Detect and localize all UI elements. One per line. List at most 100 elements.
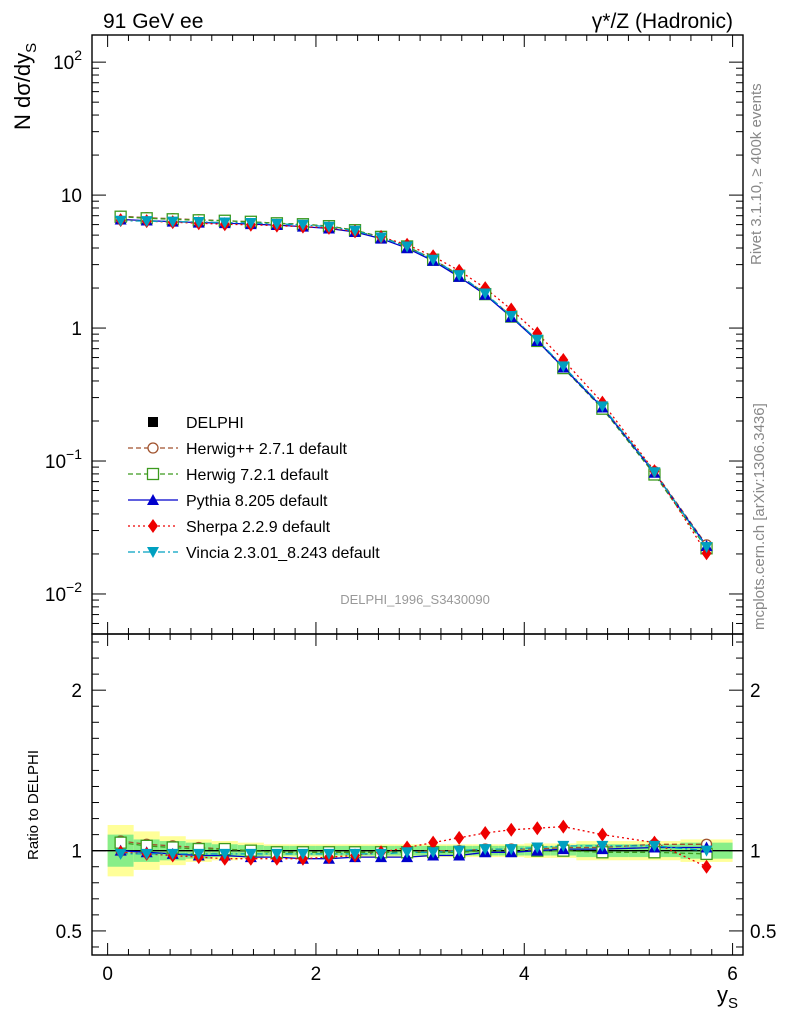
series-marker-ratio: [427, 847, 440, 859]
legend-label-3: Sherpa 2.2.9 default: [186, 519, 331, 536]
series-marker-ratio: [140, 848, 153, 860]
y-tick-label-base: 10: [53, 53, 74, 74]
legend-marker-0: [147, 442, 159, 454]
y-tick-label-base: 10: [45, 452, 66, 473]
y-axis-label: N dσ/dyS: [10, 43, 40, 130]
legend-marker-4: [147, 547, 159, 558]
series-marker-ratio: [531, 842, 544, 854]
series-marker-ratio: [270, 848, 283, 860]
series-marker-main: [531, 334, 544, 346]
series-marker-main: [700, 542, 713, 554]
series-marker-ratio: [701, 859, 712, 874]
ratio-tick-label-right: 1: [750, 842, 761, 863]
series-marker-ratio: [401, 847, 414, 859]
legend-marker-1: [146, 467, 160, 481]
series-marker-ratio: [480, 826, 491, 841]
x-axis-label-main: y: [717, 982, 728, 1007]
series-marker-ratio: [648, 840, 661, 852]
y-tick-label: 10: [61, 186, 82, 207]
series-marker-main: [557, 361, 570, 373]
axis-ticks: [92, 35, 743, 955]
y-tick-label-exp: −2: [66, 579, 82, 595]
series-marker-ratio: [453, 845, 466, 857]
series-marker-main: [296, 219, 309, 231]
series-marker-ratio: [166, 848, 179, 860]
series-marker-ratio: [597, 827, 608, 842]
series-marker-ratio: [114, 848, 127, 860]
series-marker-ratio: [505, 844, 518, 856]
series-marker-ratio: [244, 848, 257, 860]
y-axis-label-sub: S: [23, 43, 40, 53]
series-marker-main: [375, 232, 388, 244]
y-tick-label-exp: 2: [74, 47, 82, 63]
title-right: γ*/Z (Hadronic): [592, 10, 733, 33]
legend-marker-2: [147, 494, 159, 505]
series-marker-main: [244, 217, 257, 229]
ratio-frame: [91, 633, 744, 956]
legend-label-4: Vincia 2.3.01_8.243 default: [186, 545, 380, 562]
x-tick-label: 4: [519, 964, 530, 985]
series-marker-main: [401, 241, 414, 253]
ratio-tick-label-left: 2: [71, 681, 82, 702]
series-marker-ratio: [506, 822, 517, 837]
y-tick-label: 1: [71, 319, 82, 340]
series-marker-ratio: [428, 835, 439, 850]
series-marker-main: [140, 216, 153, 228]
series-marker-ratio: [700, 845, 713, 857]
y-axis-label-main: N dσ/dy: [10, 53, 35, 130]
series-marker-ratio: [218, 848, 231, 860]
series-marker-ratio: [454, 830, 465, 845]
series-marker-ratio: [192, 848, 205, 860]
mcplots-label: mcplots.cern.ch [arXiv:1306.3436]: [751, 403, 768, 630]
y-tick-label: 102: [53, 47, 82, 74]
legend-label-0: Herwig++ 2.7.1 default: [186, 441, 348, 458]
legend-label-2: Pythia 8.205 default: [186, 493, 328, 510]
ratio-tick-label-right: 2: [750, 681, 761, 702]
x-axis-label-sub: S: [728, 995, 738, 1012]
series-marker-main: [701, 546, 712, 561]
series-marker-ratio: [322, 848, 335, 860]
series-markers: [114, 210, 713, 874]
analysis-watermark: DELPHI_1996_S3430090: [340, 592, 490, 607]
series-marker-ratio: [596, 840, 609, 852]
series-marker-main: [192, 217, 205, 229]
title-left: 91 GeV ee: [103, 10, 203, 33]
series-marker-main: [114, 215, 127, 227]
x-axis-label: yS: [717, 982, 738, 1012]
series-marker-ratio: [479, 844, 492, 856]
series-marker-ratio: [558, 819, 569, 834]
series-marker-main: [322, 221, 335, 233]
x-tick-label: 6: [727, 964, 738, 985]
series-marker-ratio: [375, 848, 388, 860]
series-marker-main: [479, 288, 492, 300]
x-tick-label: 2: [311, 964, 322, 985]
y-tick-label-base: 10: [45, 585, 66, 606]
series-marker-main: [349, 225, 362, 237]
series-marker-main: [427, 254, 440, 266]
legend-label-1: Herwig 7.2.1 default: [186, 467, 329, 484]
y-tick-label-exp: −1: [66, 446, 82, 462]
ratio-tick-label-right: 0.5: [750, 922, 776, 943]
x-tick-label: 0: [102, 964, 113, 985]
series-marker-main: [453, 270, 466, 282]
series-marker-main: [648, 467, 661, 479]
legend-marker-3: [148, 519, 158, 533]
series-marker-main: [596, 401, 609, 413]
series-marker-ratio: [296, 848, 309, 860]
series-marker-main: [270, 218, 283, 230]
series-marker-ratio: [557, 840, 570, 852]
legend-label-data: DELPHI: [186, 415, 244, 432]
ratio-tick-label-left: 1: [71, 842, 82, 863]
y-tick-label: 10−1: [45, 446, 82, 473]
series-marker-ratio: [349, 848, 362, 860]
series-marker-main: [505, 311, 518, 323]
series-marker-main: [166, 216, 179, 228]
series-marker-main: [218, 217, 231, 229]
rivet-label: Rivet 3.1.10, ≥ 400k events: [748, 83, 765, 265]
data-uncertainty-bands: [92, 824, 743, 877]
ratio-axis-label: Ratio to DELPHI: [25, 750, 42, 860]
y-tick-label: 10−2: [45, 579, 82, 606]
series-lines: [120, 215, 708, 868]
